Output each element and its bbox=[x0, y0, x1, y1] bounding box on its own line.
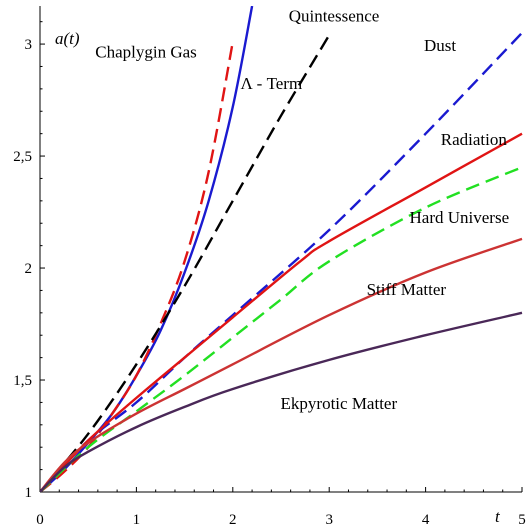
y-axis-label: a(t) bbox=[55, 29, 80, 48]
series-ekpyrotic-matter-line bbox=[40, 311, 523, 492]
annotation-label: Λ - Term bbox=[241, 74, 303, 93]
series-quintessence-line bbox=[40, 34, 331, 492]
y-tick-label: 1,5 bbox=[13, 373, 32, 389]
x-tick-label: 2 bbox=[229, 512, 237, 528]
y-tick-label: 2,5 bbox=[13, 149, 32, 165]
series-hard-universe-line bbox=[40, 166, 523, 492]
annotation-group: Chaplygin Gas Λ - Term Quintessence Dust Rad… bbox=[95, 7, 509, 413]
x-tick-label: 3 bbox=[325, 512, 333, 528]
y-tick-label: 1 bbox=[25, 485, 33, 501]
annotation-label: Ekpyrotic Matter bbox=[281, 394, 398, 413]
x-tick-label: 1 bbox=[133, 512, 141, 528]
annotation-label: Dust bbox=[424, 36, 456, 55]
series-chaplygin-gas-line bbox=[40, 6, 254, 492]
x-tick-label: 4 bbox=[422, 512, 430, 528]
series-radiation-line bbox=[40, 132, 523, 492]
annotation-label: Radiation bbox=[441, 130, 508, 149]
x-tick-label: 0 bbox=[36, 512, 44, 528]
annotation-label: Stiff Matter bbox=[367, 280, 447, 299]
x-tick-label: 5 bbox=[518, 512, 526, 528]
axes: 0 1 2 3 4 511,522,53 bbox=[13, 6, 526, 528]
series-stiff-matter-line bbox=[40, 237, 523, 492]
x-axis-label: t bbox=[495, 507, 501, 526]
y-tick-label: 3 bbox=[25, 37, 33, 53]
y-tick-label: 2 bbox=[25, 261, 33, 277]
annotation-label: Chaplygin Gas bbox=[95, 43, 197, 62]
annotation-label: Hard Universe bbox=[410, 208, 510, 227]
series-group bbox=[40, 6, 523, 492]
series-term-line bbox=[40, 41, 234, 492]
annotation-label: Quintessence bbox=[289, 7, 380, 26]
